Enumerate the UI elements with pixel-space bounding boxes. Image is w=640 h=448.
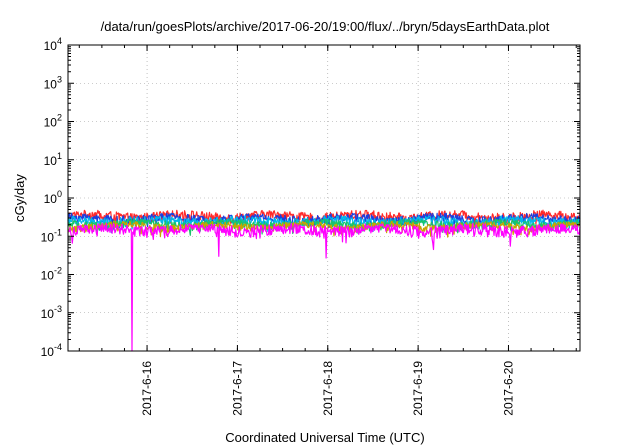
x-tick-label: 2017-6-17 [230, 361, 244, 416]
x-axis-label: Coordinated Universal Time (UTC) [225, 430, 424, 445]
x-tick-label: 2017-6-20 [501, 361, 515, 416]
y-tick-label: 104 [44, 36, 62, 53]
ticks [68, 44, 580, 352]
y-tick-label: 10-3 [41, 304, 62, 321]
chart-title: /data/run/goesPlots/archive/2017-06-20/1… [101, 19, 550, 34]
y-tick-label: 100 [44, 189, 62, 206]
y-axis-label: cGy/day [12, 174, 27, 222]
x-tick-label: 2017-6-16 [140, 361, 154, 416]
series-layer [67, 209, 581, 352]
tick-labels: 10-4 10-3 10-2 10-1 100 101 102 103 104 2017-6-16… [41, 36, 516, 416]
y-tick-label: 102 [44, 113, 62, 130]
y-tick-label: 101 [44, 151, 62, 168]
y-tick-label: 103 [44, 74, 62, 91]
series-line [67, 218, 581, 236]
x-tick-label: 2017-6-19 [411, 361, 425, 416]
y-tick-label: 10-2 [41, 266, 62, 283]
series-line [67, 222, 581, 352]
y-tick-label: 10-1 [41, 227, 62, 244]
x-tick-label: 2017-6-18 [321, 361, 335, 416]
y-tick-label: 10-4 [41, 342, 62, 359]
